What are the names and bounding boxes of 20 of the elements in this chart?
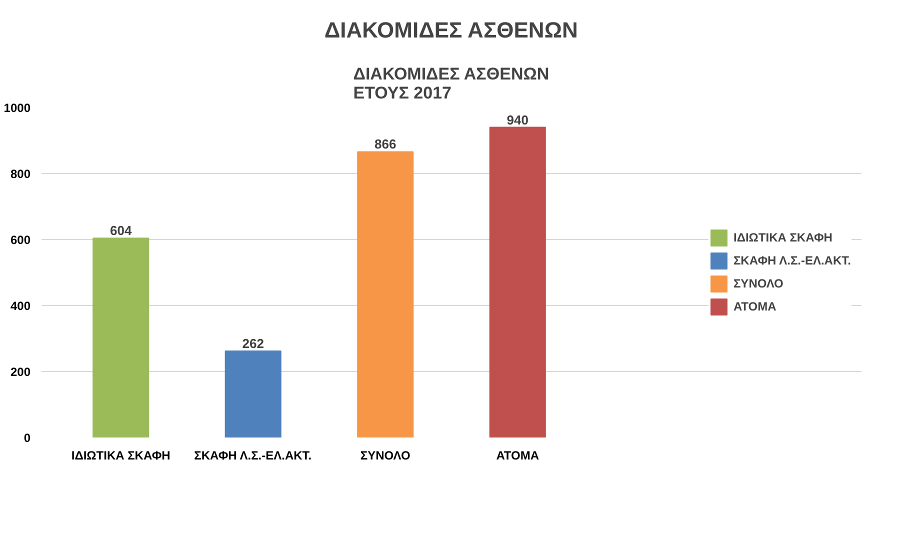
y-tick-label: 800 [10,167,31,181]
y-tick-label: 600 [10,233,31,247]
y-tick-label: 1000 [4,101,31,115]
chart-subtitle: ΔΙΑΚΟΜΙΔΕΣ ΑΣΘΕΝΩΝ ΕΤΟΥΣ 2017 [353,64,550,102]
legend-label: ΙΔΙΩΤΙΚΑ ΣΚΑΦΗ [733,230,832,244]
chart-title: ΔΙΑΚΟΜΙΔΕΣ ΑΣΘΕΝΩΝ [324,18,578,42]
data-label: 940 [506,112,528,128]
x-tick-label: ΣΚΑΦΗ Λ.Σ.-ΕΛ.ΑΚΤ. [194,448,312,462]
legend-label: ΣΚΑΦΗ Λ.Σ.-ΕΛ.ΑΚΤ. [733,254,851,268]
y-tick-label: 0 [24,431,31,445]
legend-label: ΣΥΝΟΛΟ [733,276,784,290]
y-tick-label: 400 [10,299,31,313]
legend-label: ΑΤΟΜΑ [733,300,776,314]
x-tick-label: ΑΤΟΜΑ [496,448,540,462]
x-tick-label: ΙΔΙΩΤΙΚΑ ΣΚΑΦΗ [71,448,170,462]
data-label: 262 [242,336,264,352]
x-tick-label: ΣΥΝΟΛΟ [360,448,410,462]
data-label: 866 [374,136,396,152]
y-tick-label: 200 [10,365,31,379]
data-label: 604 [110,223,132,238]
